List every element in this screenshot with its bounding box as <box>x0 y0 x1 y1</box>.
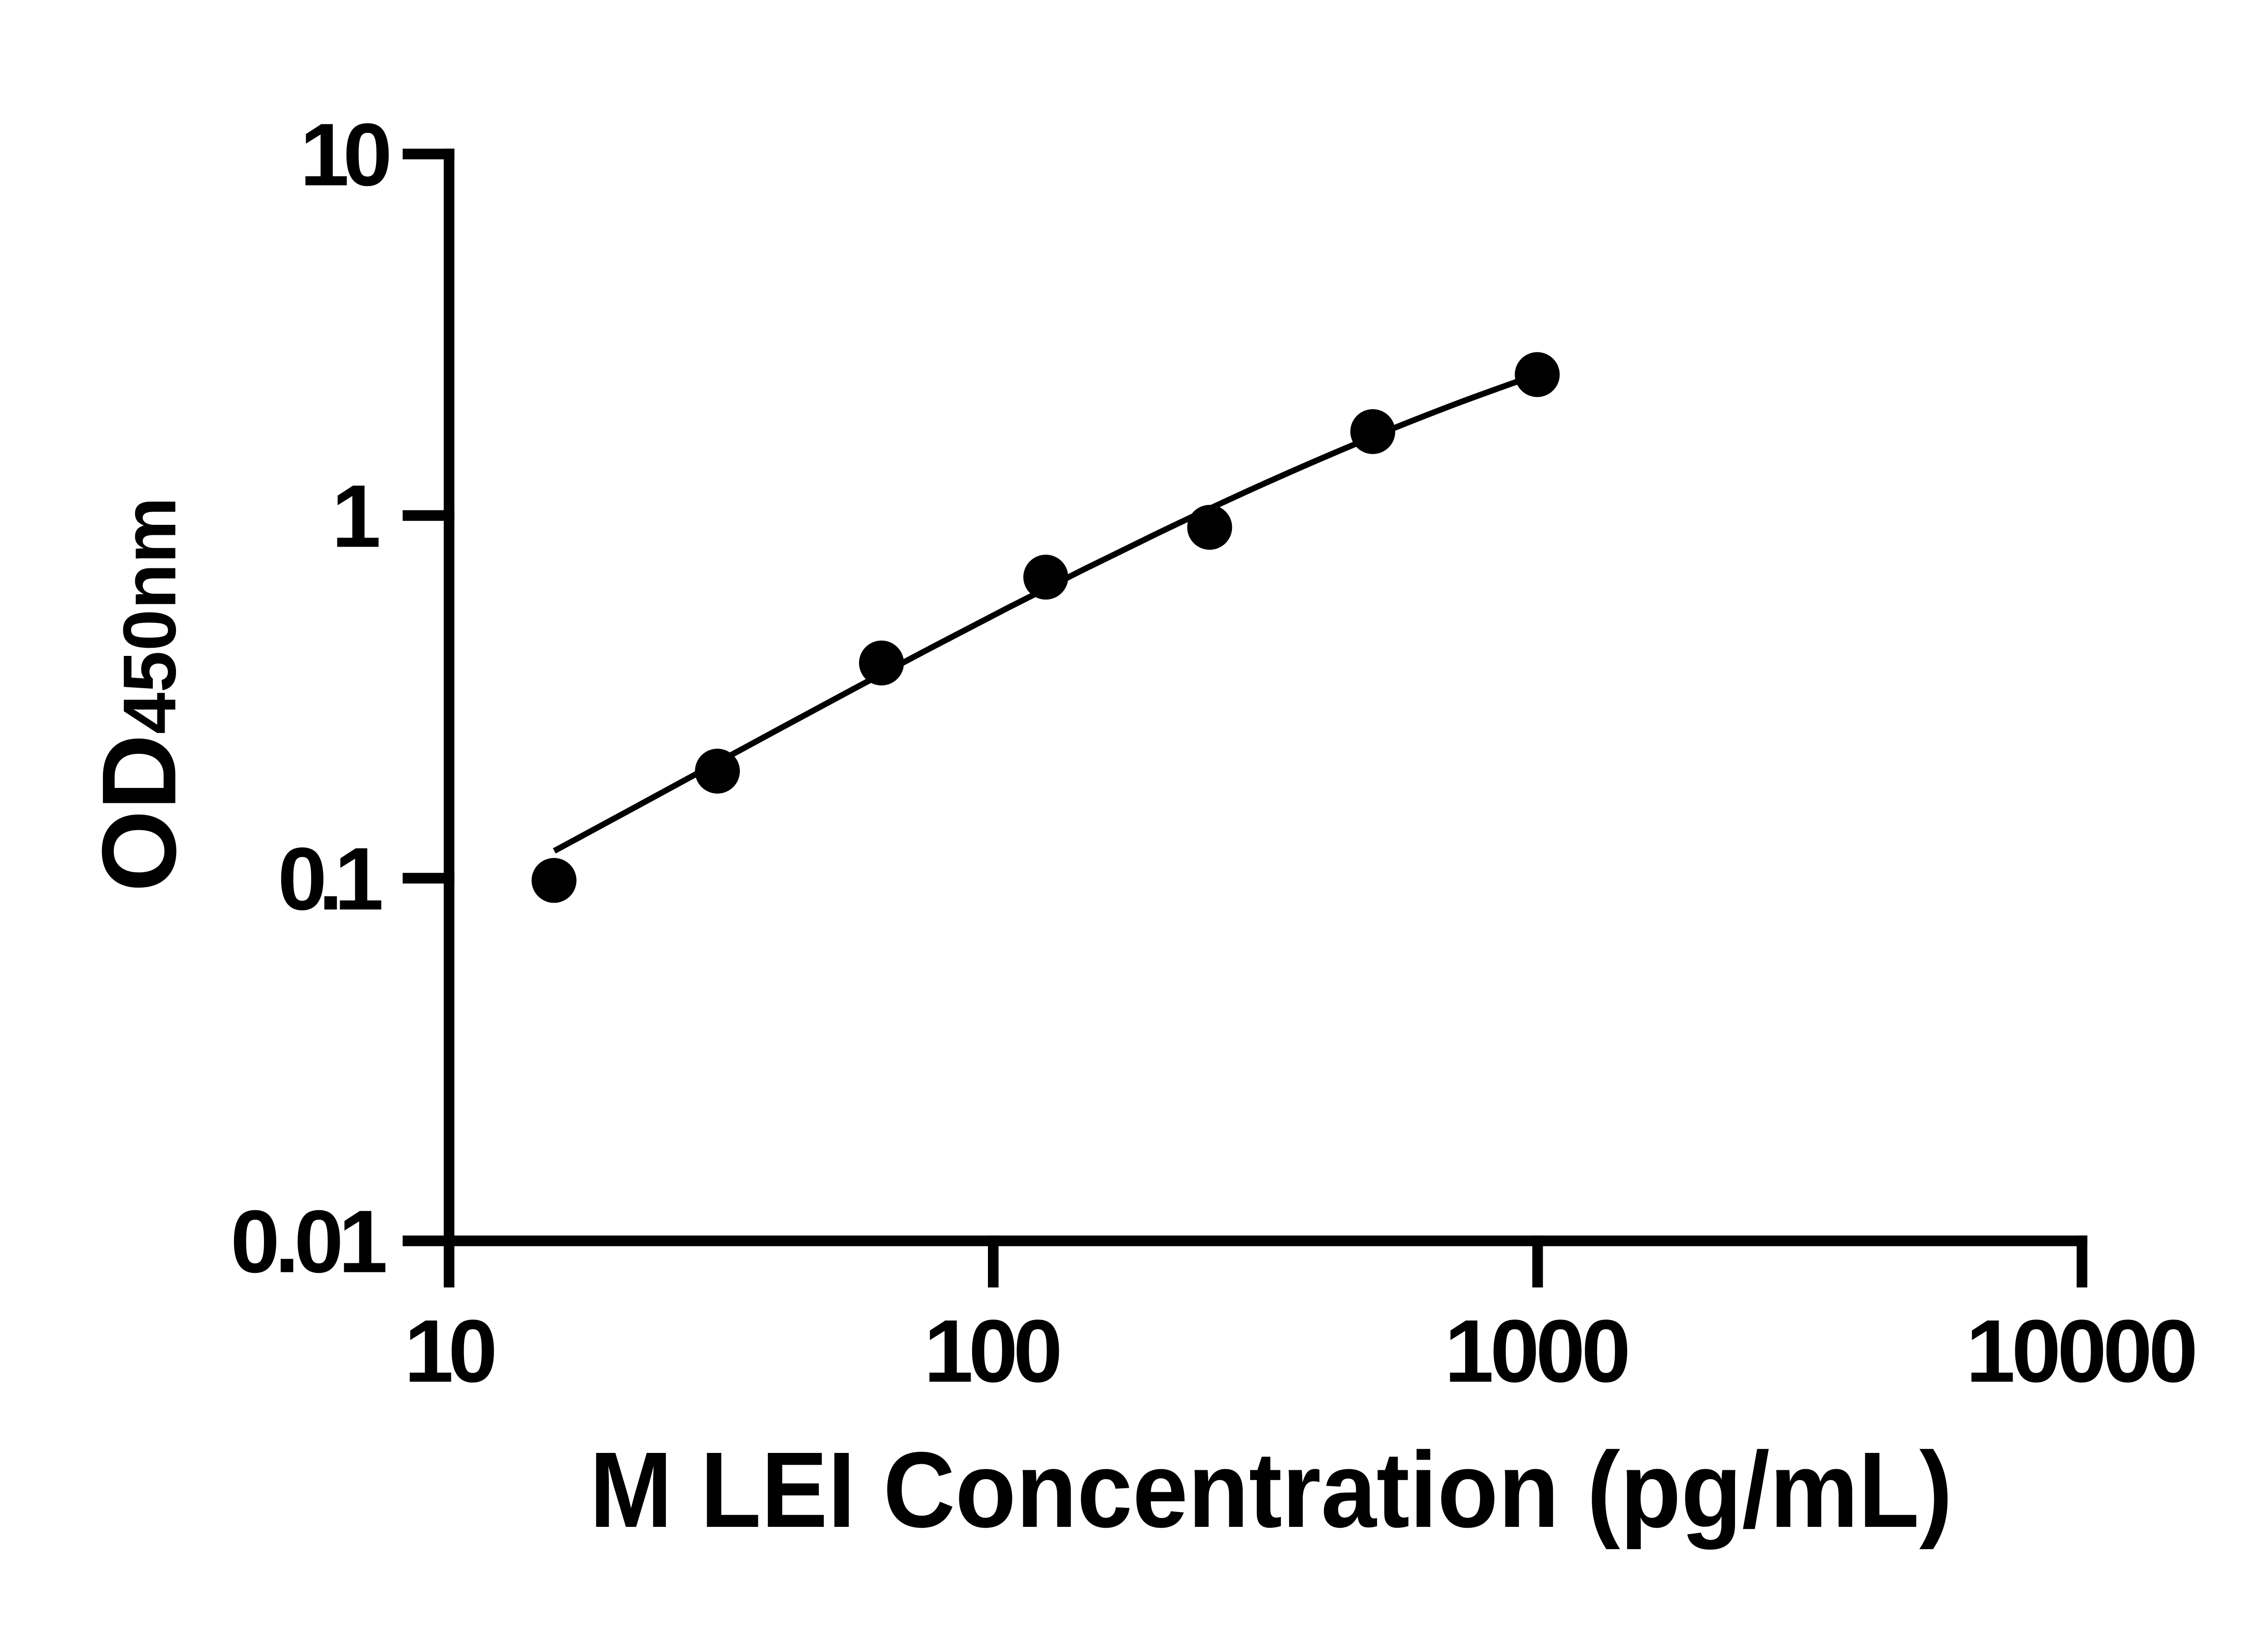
svg-text:0.1: 0.1 <box>278 829 384 929</box>
svg-text:100: 100 <box>924 1301 1063 1401</box>
svg-text:10000: 10000 <box>1966 1301 2198 1401</box>
svg-text:0.01: 0.01 <box>230 1192 388 1291</box>
svg-text:M LEI Concentration (pg/mL): M LEI Concentration (pg/mL) <box>590 1430 1953 1550</box>
svg-text:10: 10 <box>300 105 392 205</box>
svg-text:OD450nm: OD450nm <box>81 497 198 892</box>
svg-text:1: 1 <box>332 467 381 566</box>
svg-text:10: 10 <box>404 1301 498 1401</box>
svg-text:1000: 1000 <box>1444 1301 1631 1401</box>
